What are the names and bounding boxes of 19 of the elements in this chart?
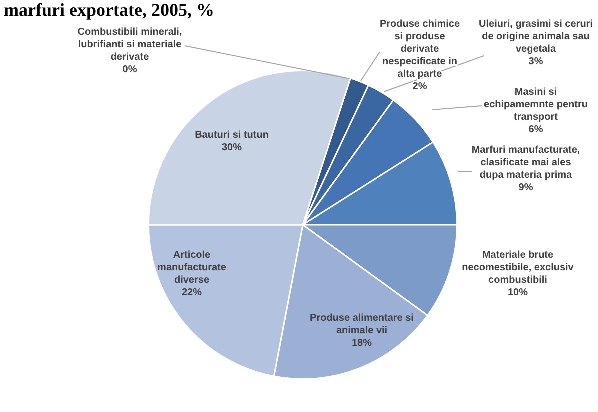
data-label: 6% — [528, 124, 544, 136]
data-label: 22% — [182, 287, 202, 298]
category-label: Combustibili minerali, lubrifianti si materiale derivate — [78, 26, 182, 63]
text: 0% — [122, 64, 138, 76]
slice-label: Masini si echipamemnte pentru transport — [484, 86, 588, 123]
data-label: 2% — [412, 81, 428, 92]
slice-label: Produse chimice si produse derivate nespecificate in alta parte — [380, 18, 460, 80]
slice-label: Materiale brute necomestibile, exclusiv combustibili — [462, 250, 574, 286]
data-label: 30% — [222, 142, 242, 154]
slice-label: Articole manufacturate diverse — [158, 250, 227, 286]
slice-label: Bauturi si tutun — [195, 130, 269, 141]
slice-label: Uleiuri, grasimi si ceruri de origine animala sau vegetala — [479, 18, 594, 55]
data-label: 9% — [518, 182, 534, 194]
data-label: 10% — [508, 287, 528, 298]
slice-label: Marfuri manufacturate, clasificate mai ales dupa materia prima — [472, 144, 580, 181]
data-label: 3% — [528, 56, 544, 68]
chart-title: marfuri exportate, 2005, % — [4, 0, 214, 21]
slice-label: Produse alimentare si animale vii — [310, 312, 414, 336]
data-label: 18% — [352, 338, 372, 349]
